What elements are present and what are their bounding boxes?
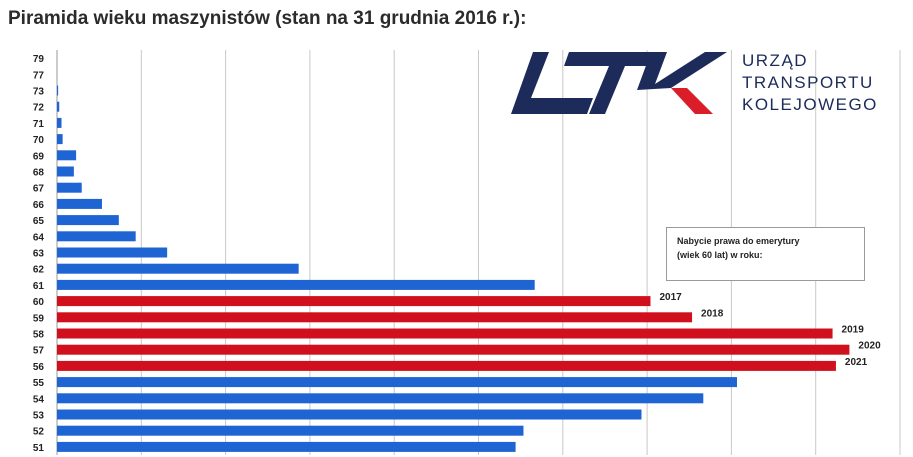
bar-label-57: 2020	[858, 341, 881, 352]
category-label-77: 77	[33, 70, 45, 81]
category-label-54: 54	[33, 394, 45, 405]
bar-age-71	[57, 117, 62, 128]
category-label-53: 53	[33, 411, 45, 422]
bar-age-66	[57, 198, 102, 209]
category-label-52: 52	[33, 427, 45, 438]
bar-age-59	[57, 312, 693, 323]
bar-age-54	[57, 393, 704, 404]
bar-age-67	[57, 182, 82, 193]
bar-age-56	[57, 360, 836, 371]
bar-age-52	[57, 425, 524, 436]
bar-age-70	[57, 134, 63, 145]
bar-label-59: 2018	[701, 308, 724, 319]
bar-age-51	[57, 441, 516, 452]
category-label-61: 61	[33, 281, 45, 292]
retirement-note-line-1: Nabycie prawa do emerytury	[677, 236, 800, 246]
bar-age-61	[57, 279, 535, 290]
logo-line-3: KOLEJOWEGO	[742, 95, 878, 114]
bar-age-62	[57, 263, 299, 274]
bar-age-68	[57, 166, 74, 177]
bar-age-63	[57, 247, 168, 258]
category-label-59: 59	[33, 313, 45, 324]
retirement-note-box: Nabycie prawa do emerytury (wiek 60 lat)…	[666, 227, 865, 281]
category-label-57: 57	[33, 346, 45, 357]
category-label-68: 68	[33, 168, 45, 179]
logo-line-2: TRANSPORTU	[742, 73, 874, 92]
category-label-55: 55	[33, 378, 45, 389]
bar-label-60: 2017	[659, 292, 682, 303]
category-label-72: 72	[33, 103, 45, 114]
bar-age-72	[57, 101, 60, 112]
bar-age-65	[57, 215, 119, 226]
bar-value-labels: 2017 2018 2019 2020 2021	[659, 292, 881, 368]
bar-age-58	[57, 328, 833, 339]
bar-age-64	[57, 231, 136, 242]
category-label-66: 66	[33, 200, 45, 211]
category-label-63: 63	[33, 249, 45, 260]
category-label-73: 73	[33, 87, 45, 98]
bar-age-60	[57, 296, 651, 307]
bar-label-58: 2019	[842, 325, 865, 336]
bar-age-53	[57, 409, 642, 420]
category-label-60: 60	[33, 297, 45, 308]
category-label-71: 71	[33, 119, 45, 130]
logo-line-1: URZĄD	[742, 51, 809, 70]
category-label-65: 65	[33, 216, 45, 227]
category-label-79: 79	[33, 54, 45, 65]
bars	[57, 85, 850, 452]
category-label-64: 64	[33, 232, 45, 243]
chart-title: Piramida wieku maszynistów (stan na 31 g…	[8, 8, 527, 29]
utk-logo: URZĄD TRANSPORTU KOLEJOWEGO	[505, 46, 905, 126]
category-label-56: 56	[33, 362, 45, 373]
retirement-note-line-2: (wiek 60 lat) w roku:	[677, 250, 763, 260]
category-label-70: 70	[33, 135, 45, 146]
category-label-62: 62	[33, 265, 45, 276]
bar-label-56: 2021	[845, 357, 868, 368]
bar-age-55	[57, 377, 738, 388]
utk-logo-text: URZĄD TRANSPORTU KOLEJOWEGO	[742, 50, 878, 116]
bar-age-69	[57, 150, 77, 161]
bar-age-73	[57, 85, 59, 96]
category-label-58: 58	[33, 330, 45, 341]
bar-age-57	[57, 344, 850, 355]
category-label-67: 67	[33, 184, 45, 195]
utk-logo-icon	[511, 52, 727, 114]
category-labels: 79 77 73 72 71 70 69 68 67 66 65 64 63 62 61 60 59 58 57 56…	[33, 54, 45, 454]
category-label-51: 51	[33, 443, 45, 454]
category-label-69: 69	[33, 151, 45, 162]
